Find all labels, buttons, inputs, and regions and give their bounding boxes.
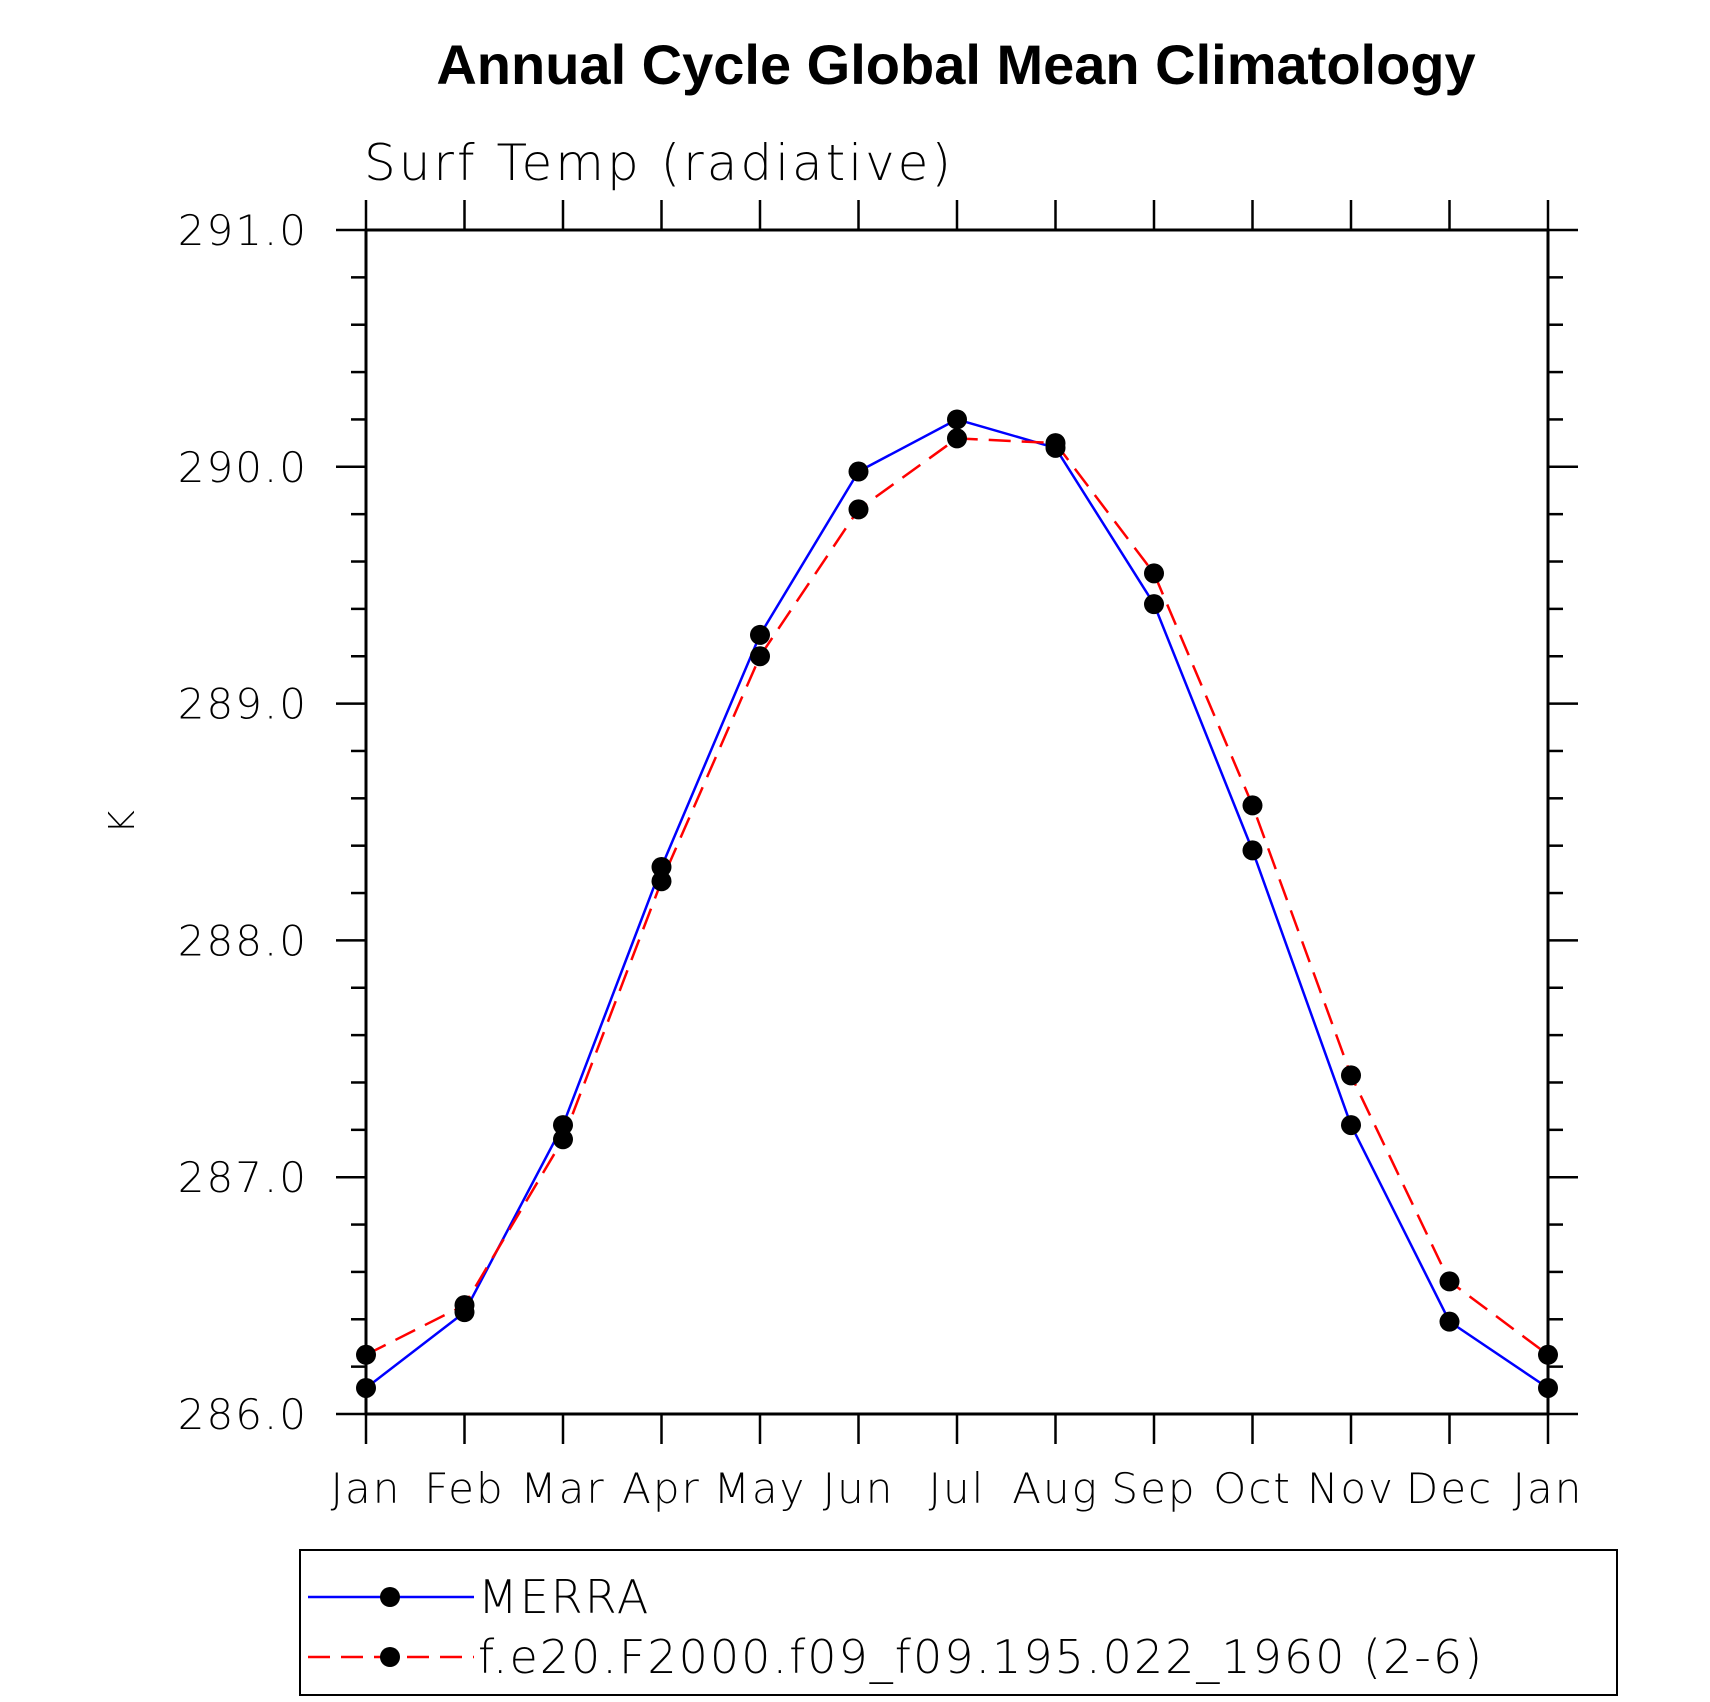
series-1-point (848, 461, 869, 482)
x-tick-label: Dec (1406, 1464, 1493, 1513)
x-tick-label: Aug (1012, 1464, 1099, 1513)
series-2-point (1144, 563, 1164, 584)
x-tick-label: Sep (1111, 1464, 1196, 1513)
series-line-2 (365, 437, 1549, 1356)
series-2-point (1538, 1344, 1558, 1365)
series-2-point (848, 499, 869, 520)
y-tick-label: 288.0 (178, 916, 308, 965)
series-2-point (651, 871, 672, 892)
x-tick-label: Jan (1513, 1464, 1584, 1513)
y-axis: 286.0 287.0 288.0 289.0 290.0 291.0 (178, 206, 1578, 1439)
plot-frame (364, 228, 1550, 1416)
x-tick-label: Nov (1307, 1464, 1395, 1513)
series-2-point (947, 428, 967, 449)
series-2-point (1242, 795, 1263, 816)
chart-subtitle: Surf Temp (radiative) (364, 134, 954, 192)
series-line-1 (365, 418, 1549, 1390)
legend-label-2: f.e20.F2000.f09_f09.195.022_1960 (2-6) (478, 1630, 1484, 1684)
legend: MERRA f.e20.F2000.f09_f09.195.022_1960 (2… (308, 1570, 1484, 1684)
series-1-point (553, 1115, 573, 1136)
x-tick-label: May (714, 1464, 807, 1513)
legend-marker-1 (380, 1587, 400, 1607)
legend-box (299, 1549, 1618, 1696)
chart-title: Annual Cycle Global Mean Climatology (436, 33, 1475, 96)
x-tick-label: Oct (1213, 1464, 1292, 1513)
series-1-point (651, 856, 672, 877)
series-2-point (1439, 1271, 1460, 1292)
y-tick-label: 289.0 (178, 680, 308, 729)
x-tick-label: Mar (520, 1464, 605, 1513)
series-1-point (1538, 1377, 1558, 1398)
series-1-point (947, 409, 967, 430)
series-2-point (1045, 433, 1066, 454)
series-1-point (1341, 1115, 1361, 1136)
series-1-point (750, 624, 770, 645)
x-axis: Jan Feb Mar Apr May Jun Jul Aug Sep Oct Nov Dec Jan (331, 200, 1584, 1513)
x-tick-label: Feb (424, 1464, 504, 1513)
series-2-point (750, 646, 770, 667)
x-tick-label: Apr (622, 1464, 701, 1513)
series-2-point (553, 1129, 573, 1150)
y-tick-label: 286.0 (178, 1390, 308, 1439)
series-1-point (1439, 1311, 1460, 1332)
x-tick-label: Jul (929, 1464, 986, 1513)
series-1-point (1144, 594, 1164, 615)
legend-marker-2 (380, 1647, 400, 1667)
series-1-point (356, 1377, 376, 1398)
x-tick-label: Jun (823, 1464, 895, 1513)
y-tick-label: 290.0 (178, 443, 308, 492)
series-2-point (356, 1344, 376, 1365)
y-tick-label: 287.0 (178, 1153, 308, 1202)
x-tick-label: Jan (331, 1464, 402, 1513)
y-axis-label: K (102, 810, 143, 834)
plot-area (356, 409, 1558, 1398)
y-tick-label: 291.0 (178, 206, 308, 255)
series-2-point (1341, 1065, 1361, 1086)
series-2-point (454, 1295, 475, 1316)
legend-label-1: MERRA (478, 1570, 650, 1624)
series-1-point (1242, 840, 1263, 861)
